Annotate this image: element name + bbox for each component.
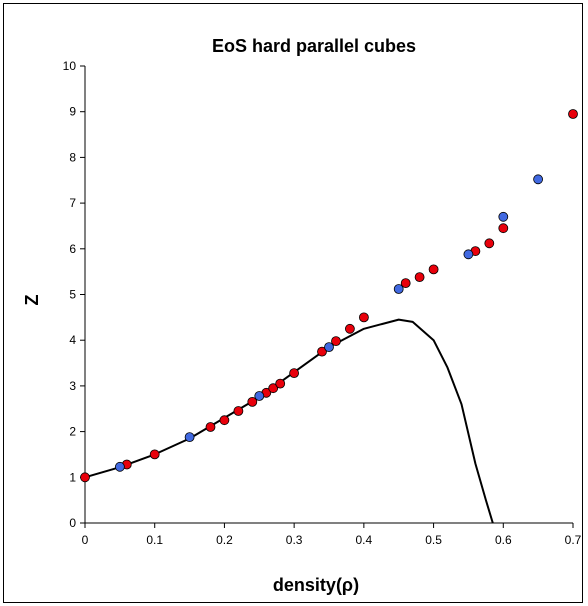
data-point <box>268 383 279 394</box>
data-point <box>324 342 334 353</box>
data-point <box>400 278 411 289</box>
x-tick-label: 0.6 <box>495 533 512 547</box>
data-point <box>275 378 286 389</box>
data-point <box>219 415 230 426</box>
x-tick-label: 0 <box>82 533 89 547</box>
y-tick-label: 9 <box>69 105 76 119</box>
x-tick-label: 0.2 <box>216 533 233 547</box>
x-axis-title: density(ρ) <box>273 575 359 595</box>
x-tick-label: 0.7 <box>565 533 582 547</box>
data-point <box>533 174 543 185</box>
y-tick-label: 1 <box>69 470 76 484</box>
x-tick-label: 0.5 <box>425 533 442 547</box>
x-tick-label: 0.1 <box>146 533 163 547</box>
data-point <box>115 461 125 472</box>
data-point <box>331 336 341 347</box>
x-tick-label: 0.4 <box>356 533 373 547</box>
y-tick-label: 4 <box>69 333 76 347</box>
x-tick-label: 0.3 <box>286 533 303 547</box>
data-point <box>568 109 578 119</box>
data-point <box>414 272 425 283</box>
data-point <box>247 396 258 407</box>
data-point <box>463 249 474 260</box>
chart-title: EoS hard parallel cubes <box>212 36 416 56</box>
series-line <box>84 318 494 524</box>
data-point <box>344 323 355 334</box>
data-point <box>358 312 369 323</box>
y-tick-label: 6 <box>69 242 76 256</box>
y-axis-title: Z <box>22 295 42 306</box>
y-tick-label: 10 <box>63 59 77 73</box>
y-tick-label: 2 <box>69 425 76 439</box>
y-tick-label: 3 <box>69 379 76 393</box>
y-tick-label: 0 <box>69 516 76 530</box>
data-point <box>254 391 265 401</box>
data-point <box>205 422 216 432</box>
data-point <box>233 406 244 416</box>
data-point <box>498 223 509 234</box>
data-point <box>80 472 90 483</box>
data-point <box>149 449 160 460</box>
y-tick-label: 8 <box>69 150 76 164</box>
y-tick-label: 7 <box>69 196 76 210</box>
y-tick-label: 5 <box>69 288 76 302</box>
data-point <box>184 432 195 443</box>
data-point <box>289 368 300 379</box>
data-point <box>317 346 327 357</box>
data-point <box>393 284 404 294</box>
data-point <box>484 238 495 249</box>
data-point <box>498 211 509 222</box>
data-point <box>428 264 439 275</box>
plot-layer: 0 0.1 0.2 0.3 0.4 0.5 0.6 0.7 0 1 2 3 4 5 6 7 8 9 10 <box>63 59 582 547</box>
